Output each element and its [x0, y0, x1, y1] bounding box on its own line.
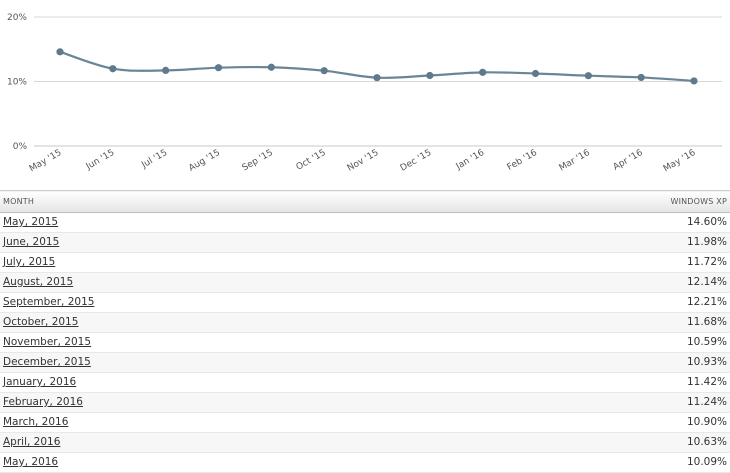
table-row: April, 2016 10.63% — [0, 432, 730, 453]
month-cell: January, 2016 — [0, 372, 600, 393]
month-link[interactable]: January, 2016 — [3, 376, 77, 388]
month-link[interactable]: June, 2015 — [3, 236, 60, 248]
y-tick-label: 20% — [7, 13, 27, 23]
month-cell: August, 2015 — [0, 272, 600, 293]
x-tick-label: May '16 — [662, 148, 698, 174]
month-cell: December, 2015 — [0, 352, 600, 373]
data-point — [214, 64, 223, 72]
month-link[interactable]: March, 2016 — [3, 416, 69, 428]
data-point — [637, 73, 645, 82]
line-chart: 0% 10% 20% May '15 Jun '15 Jul '15 Aug '15 Sep … — [0, 0, 730, 190]
x-tick-label: Jan '16 — [454, 148, 487, 173]
month-cell: February, 2016 — [0, 392, 600, 413]
data-point — [162, 66, 170, 75]
table-row: July, 2015 11.72% — [0, 252, 730, 273]
table-row: January, 2016 11.42% — [0, 372, 730, 393]
month-cell: July, 2015 — [0, 252, 600, 273]
data-point — [690, 77, 698, 85]
x-tick-label: Oct '15 — [295, 148, 328, 173]
month-cell: September, 2015 — [0, 292, 600, 313]
x-tick-label: Jul '15 — [139, 148, 169, 171]
x-tick-label: Jun '15 — [84, 148, 117, 173]
data-point — [584, 72, 592, 80]
x-tick-label: Sep '15 — [241, 148, 275, 174]
x-tick-label: Feb '16 — [506, 148, 540, 173]
data-point — [320, 67, 328, 75]
month-link[interactable]: September, 2015 — [3, 296, 95, 308]
y-tick-label: 10% — [7, 78, 27, 88]
month-link[interactable]: April, 2016 — [3, 436, 61, 448]
x-tick-label: Apr '16 — [612, 148, 645, 173]
share-value-cell: 14.60% — [600, 212, 730, 233]
share-value-cell: 11.24% — [600, 392, 730, 413]
month-link[interactable]: May, 2016 — [3, 456, 59, 468]
share-value-cell: 10.90% — [600, 412, 730, 433]
x-tick-label: Aug '15 — [187, 148, 222, 174]
x-tick-label: Mar '16 — [558, 148, 592, 174]
month-cell: May, 2015 — [0, 212, 600, 233]
month-cell: April, 2016 — [0, 432, 600, 453]
month-link[interactable]: July, 2015 — [3, 256, 56, 268]
table-row: September, 2015 12.21% — [0, 292, 730, 313]
share-value-cell: 10.93% — [600, 352, 730, 373]
data-table: MONTH WINDOWS XP May, 2015 14.60% June, 20… — [0, 190, 730, 473]
month-column-header: MONTH — [0, 190, 600, 213]
table-row: November, 2015 10.59% — [0, 332, 730, 353]
x-tick-label: Nov '15 — [346, 148, 381, 174]
month-link[interactable]: December, 2015 — [3, 356, 91, 368]
data-point — [56, 48, 64, 56]
table-row: March, 2016 10.90% — [0, 412, 730, 433]
table-row: August, 2015 12.14% — [0, 272, 730, 293]
month-link[interactable]: February, 2016 — [3, 396, 83, 408]
y-tick-label: 0% — [13, 142, 28, 152]
x-tick-label: Dec '15 — [399, 148, 434, 174]
month-link[interactable]: October, 2015 — [3, 316, 79, 328]
data-point — [426, 71, 434, 80]
share-value-cell: 10.59% — [600, 332, 730, 353]
share-value-cell: 10.63% — [600, 432, 730, 453]
month-link[interactable]: May, 2015 — [3, 216, 59, 228]
table-row: December, 2015 10.93% — [0, 352, 730, 373]
share-value-cell: 11.98% — [600, 232, 730, 253]
table-header-row: MONTH WINDOWS XP — [0, 190, 730, 213]
table-row: May, 2015 14.60% — [0, 212, 730, 233]
data-point — [109, 65, 117, 73]
data-point — [531, 69, 540, 78]
month-cell: November, 2015 — [0, 332, 600, 353]
share-value-cell: 11.68% — [600, 312, 730, 333]
x-tick-label: May '15 — [28, 148, 64, 174]
table-row: October, 2015 11.68% — [0, 312, 730, 333]
table-row: February, 2016 11.24% — [0, 392, 730, 413]
chart-svg: 0% 10% 20% May '15 Jun '15 Jul '15 Aug '15 Sep … — [7, 13, 722, 174]
month-link[interactable]: August, 2015 — [3, 276, 74, 288]
data-point — [267, 63, 275, 71]
windows-xp-column-header: WINDOWS XP — [600, 190, 730, 213]
table-row: June, 2015 11.98% — [0, 232, 730, 253]
share-value-cell: 12.21% — [600, 292, 730, 313]
month-cell: March, 2016 — [0, 412, 600, 433]
share-value-cell: 11.42% — [600, 372, 730, 393]
data-point — [373, 74, 381, 82]
month-cell: October, 2015 — [0, 312, 600, 333]
share-value-cell: 11.72% — [600, 252, 730, 273]
month-link[interactable]: November, 2015 — [3, 336, 92, 348]
data-point — [479, 68, 487, 76]
share-value-cell: 12.14% — [600, 272, 730, 293]
month-cell: June, 2015 — [0, 232, 600, 253]
